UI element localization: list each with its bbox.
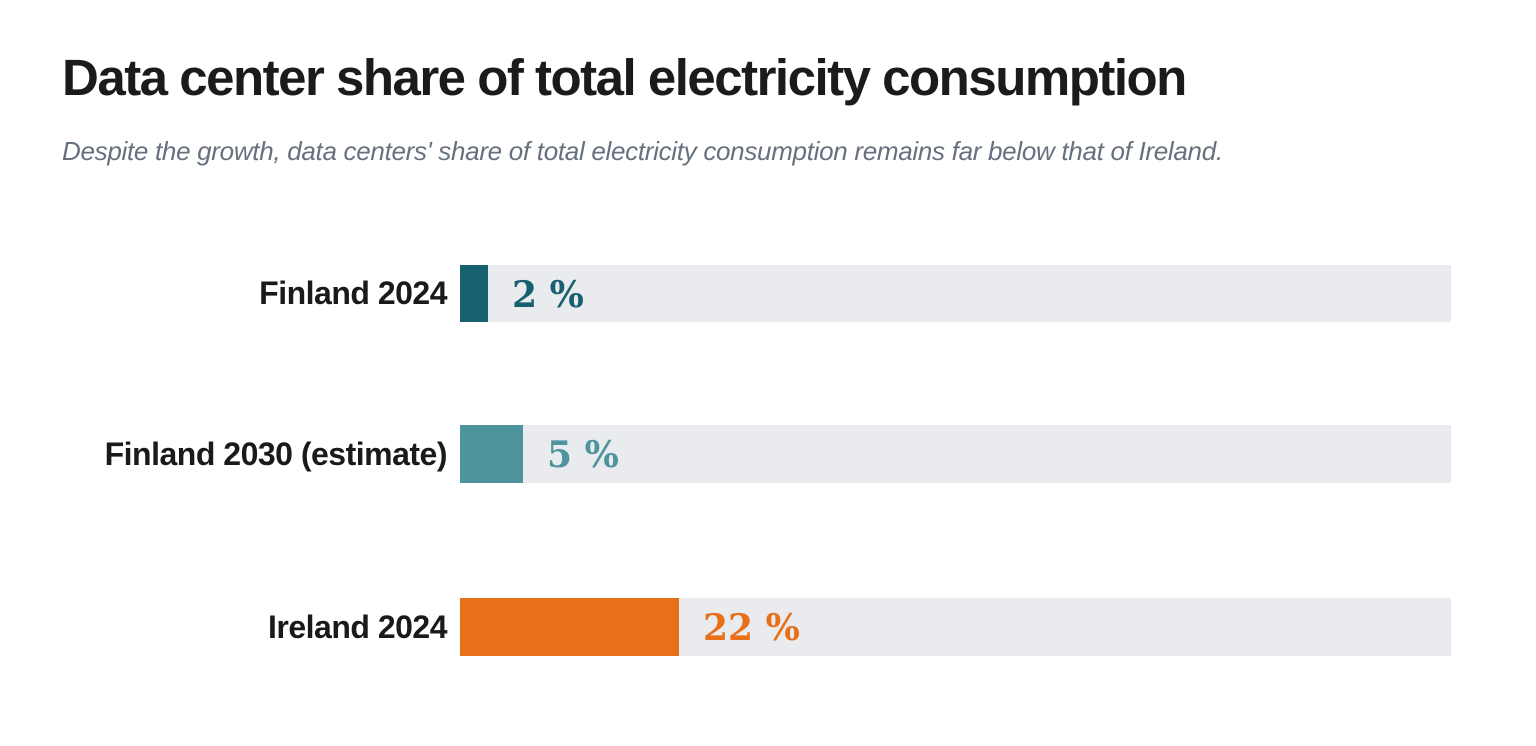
bar-fill — [460, 425, 524, 483]
chart-subtitle: Despite the growth, data centers' share … — [62, 136, 1223, 166]
bar-value-label: 22 % — [703, 607, 800, 649]
chart-title: Data center share of total electricity c… — [62, 49, 1187, 106]
bar-track: 5 % — [460, 425, 1451, 483]
bar-category-label: Finland 2030 (estimate) — [104, 435, 448, 472]
bar-category-label: Finland 2024 — [259, 275, 447, 311]
bar-row: Ireland 2024 22 % — [0, 598, 1451, 656]
bar-value-label: 5 % — [547, 434, 619, 476]
bar-track: 22 % — [460, 598, 1451, 656]
bar-fill — [460, 598, 679, 656]
bar-category-label: Ireland 2024 — [268, 608, 448, 645]
bar-value-label: 2 % — [512, 273, 584, 316]
bar-row: Finland 2024 2 % — [0, 265, 1451, 322]
bar-track: 2 % — [460, 265, 1451, 322]
bar-fill — [460, 265, 489, 322]
bar-row: Finland 2030 (estimate) 5 % — [0, 425, 1451, 483]
